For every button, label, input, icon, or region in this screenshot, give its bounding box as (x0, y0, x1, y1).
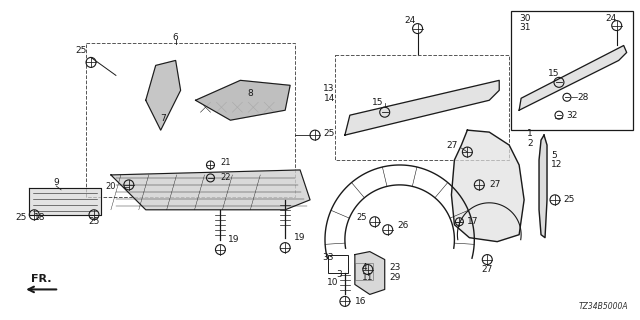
Text: 14: 14 (324, 94, 335, 103)
Bar (335, 55, 509, 160)
Text: 30: 30 (519, 14, 531, 23)
Text: 27: 27 (446, 140, 458, 149)
Text: 8: 8 (247, 89, 253, 98)
Bar (328, 255, 348, 273)
Text: 26: 26 (397, 221, 409, 230)
Text: 21: 21 (220, 158, 231, 167)
Text: 11: 11 (362, 273, 373, 282)
Polygon shape (539, 135, 547, 238)
Polygon shape (146, 60, 180, 130)
Text: 24: 24 (605, 14, 616, 23)
Text: 25: 25 (563, 195, 574, 204)
Text: 19: 19 (228, 235, 240, 244)
Text: 10: 10 (327, 278, 339, 287)
Text: 13: 13 (323, 84, 335, 93)
Text: 18: 18 (33, 213, 45, 222)
Polygon shape (519, 45, 627, 110)
Text: 15: 15 (372, 98, 383, 107)
Text: 5: 5 (551, 150, 557, 160)
Text: 3: 3 (336, 270, 342, 279)
Text: 12: 12 (551, 160, 563, 170)
Text: 25: 25 (15, 213, 27, 222)
Text: 9: 9 (53, 179, 59, 188)
Text: 20: 20 (106, 182, 116, 191)
Polygon shape (111, 170, 310, 210)
Text: 2: 2 (527, 139, 532, 148)
Polygon shape (29, 188, 101, 215)
Text: 25: 25 (76, 46, 87, 55)
Text: 25: 25 (356, 213, 367, 222)
Text: 28: 28 (577, 93, 588, 102)
Text: TZ34B5000A: TZ34B5000A (579, 302, 628, 311)
Text: 25: 25 (323, 129, 334, 138)
Bar (511, 11, 632, 130)
Text: 29: 29 (390, 273, 401, 282)
Text: 22: 22 (220, 173, 231, 182)
Bar (355, 262, 372, 280)
Text: 15: 15 (548, 69, 560, 78)
Text: 33: 33 (322, 253, 333, 262)
Text: 24: 24 (404, 16, 415, 25)
Text: 1: 1 (527, 129, 533, 138)
Polygon shape (355, 252, 385, 294)
Text: 16: 16 (355, 297, 366, 306)
Text: 7: 7 (161, 114, 166, 123)
Text: 25: 25 (88, 217, 100, 226)
Text: 17: 17 (467, 217, 479, 226)
Text: 19: 19 (294, 233, 306, 242)
Text: FR.: FR. (31, 275, 51, 284)
Text: 23: 23 (390, 263, 401, 272)
Text: 27: 27 (481, 265, 493, 274)
Polygon shape (345, 80, 499, 135)
Text: 6: 6 (173, 33, 179, 42)
Polygon shape (196, 80, 290, 120)
Text: 31: 31 (519, 23, 531, 32)
Bar (86, 43, 295, 197)
Polygon shape (451, 130, 524, 242)
Text: 4: 4 (362, 263, 367, 272)
Text: 32: 32 (566, 111, 577, 120)
Text: 27: 27 (489, 180, 500, 189)
